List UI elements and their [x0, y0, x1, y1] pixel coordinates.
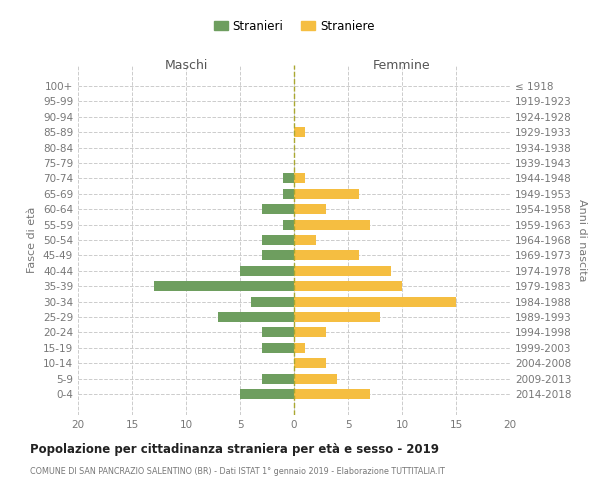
Bar [262, 374, 294, 384]
Bar [294, 281, 402, 291]
Bar [294, 204, 326, 214]
Bar [283, 174, 294, 184]
Bar [294, 312, 380, 322]
Y-axis label: Anni di nascita: Anni di nascita [577, 198, 587, 281]
Bar [294, 174, 305, 184]
Bar [240, 389, 294, 399]
Bar [251, 296, 294, 306]
Bar [262, 328, 294, 338]
Y-axis label: Fasce di età: Fasce di età [28, 207, 37, 273]
Bar [262, 250, 294, 260]
Bar [294, 358, 326, 368]
Text: COMUNE DI SAN PANCRAZIO SALENTINO (BR) - Dati ISTAT 1° gennaio 2019 - Elaborazio: COMUNE DI SAN PANCRAZIO SALENTINO (BR) -… [30, 468, 445, 476]
Bar [283, 189, 294, 199]
Bar [294, 220, 370, 230]
Bar [294, 250, 359, 260]
Bar [154, 281, 294, 291]
Bar [294, 343, 305, 353]
Text: Popolazione per cittadinanza straniera per età e sesso - 2019: Popolazione per cittadinanza straniera p… [30, 442, 439, 456]
Bar [294, 389, 370, 399]
Bar [262, 204, 294, 214]
Bar [262, 343, 294, 353]
Legend: Stranieri, Straniere: Stranieri, Straniere [209, 15, 379, 38]
Bar [294, 328, 326, 338]
Bar [294, 266, 391, 276]
Bar [294, 235, 316, 245]
Bar [240, 266, 294, 276]
Bar [294, 296, 456, 306]
Bar [283, 220, 294, 230]
Bar [218, 312, 294, 322]
Bar [294, 374, 337, 384]
Text: Maschi: Maschi [164, 59, 208, 72]
Text: Femmine: Femmine [373, 59, 431, 72]
Bar [294, 189, 359, 199]
Bar [294, 127, 305, 137]
Bar [262, 235, 294, 245]
